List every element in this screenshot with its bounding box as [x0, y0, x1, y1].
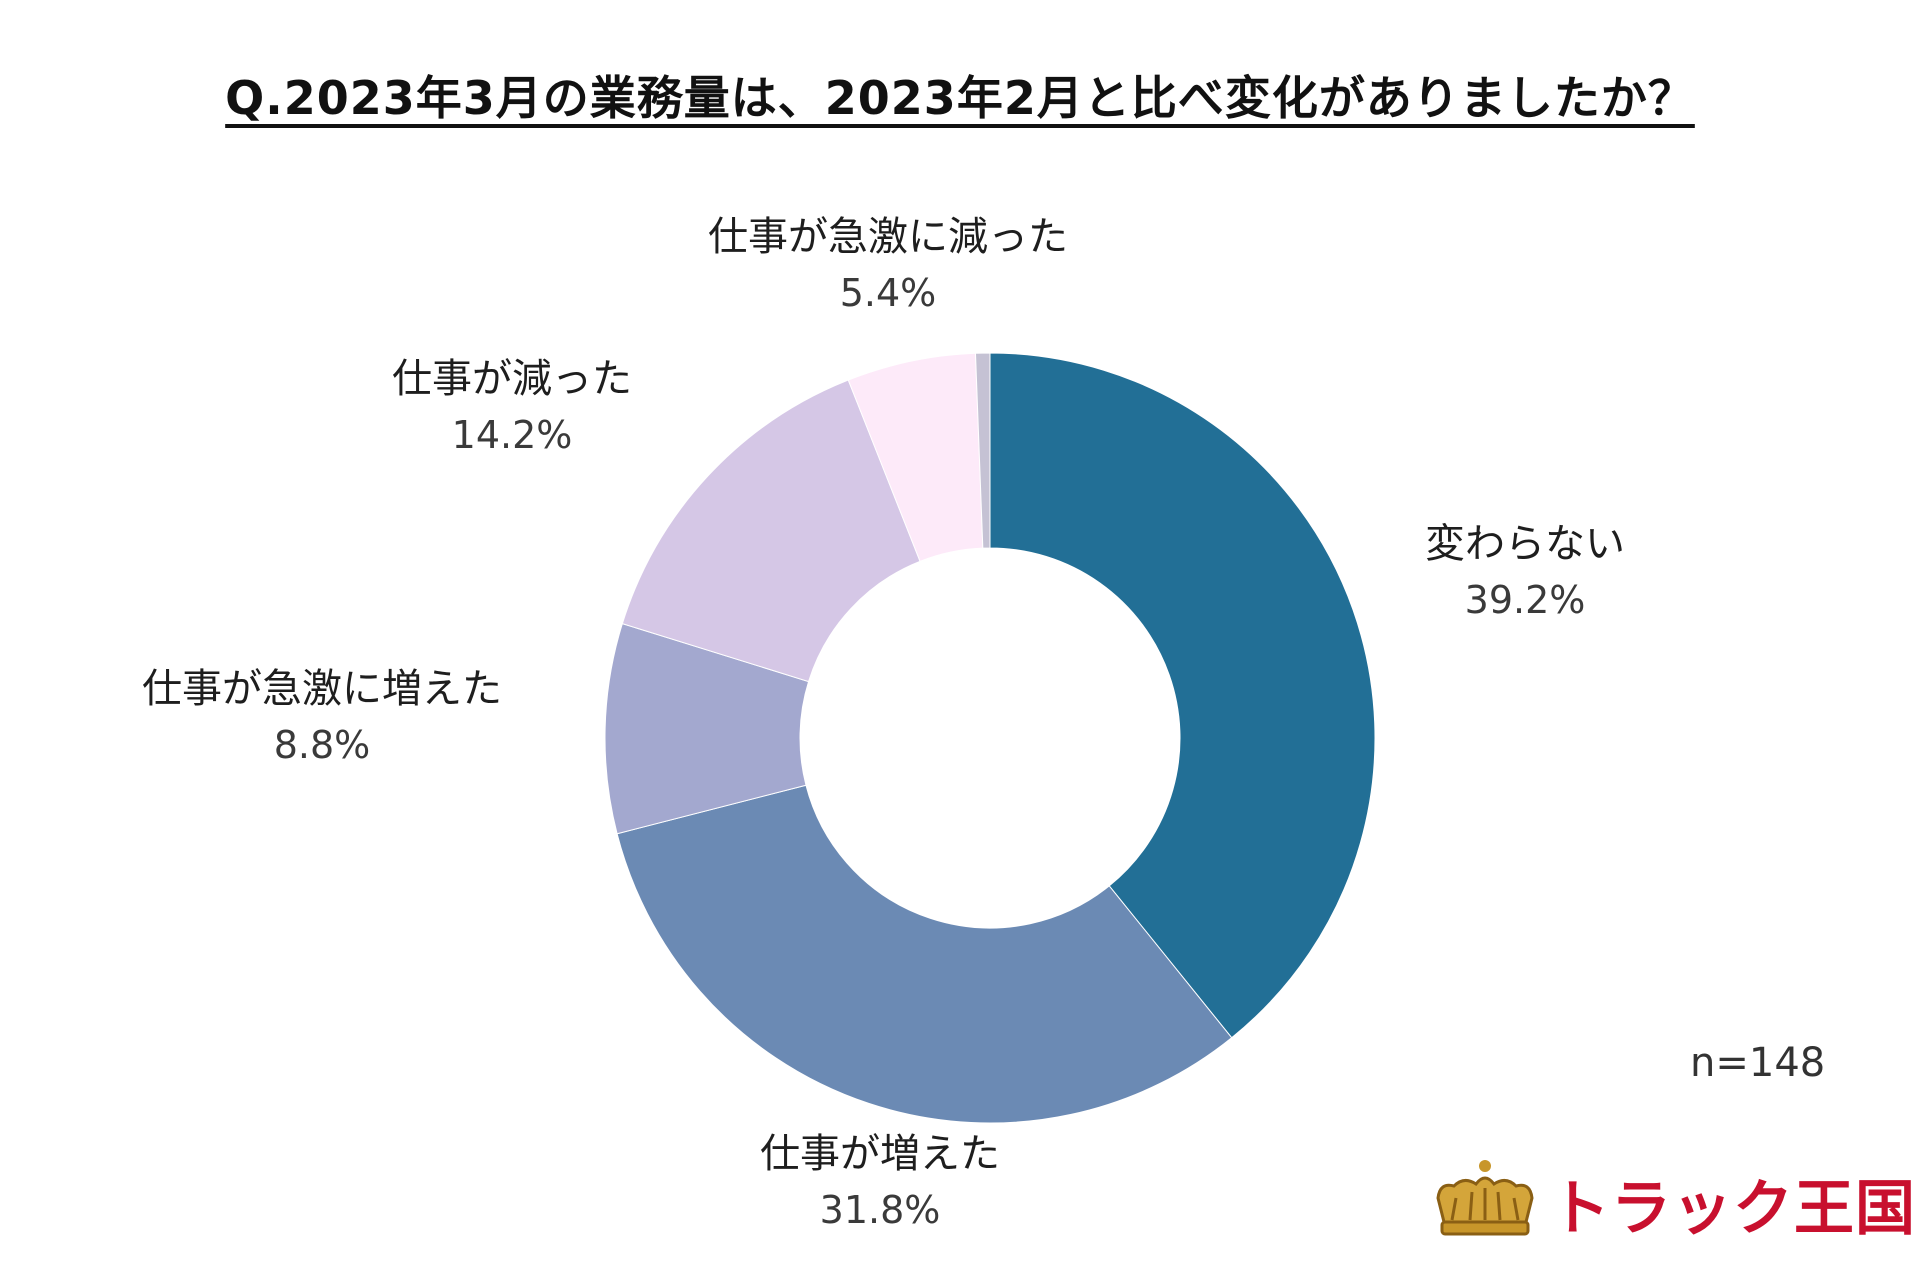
sample-size-note: n=148: [1690, 1040, 1826, 1086]
slice-label-name: 変わらない: [1425, 521, 1625, 567]
crown-icon: [1436, 1160, 1534, 1236]
donut-slice: [621, 379, 921, 683]
slice-label-value: 5.4%: [839, 271, 937, 315]
slice-label-increased: 仕事が増えた 31.8%: [650, 1125, 1110, 1238]
donut-slice: [989, 352, 1376, 1039]
slice-label-value: 39.2%: [1464, 578, 1586, 622]
brand-logo-text: トラック王国: [1550, 1174, 1916, 1244]
donut-slice: [974, 352, 991, 549]
chart-title: Q.2023年3月の業務量は、2023年2月と比べ変化がありましたか？: [0, 62, 1920, 128]
slice-label-name: 仕事が増えた: [760, 1131, 1000, 1177]
slice-label-sharply-increased: 仕事が急激に増えた 8.8%: [92, 660, 552, 773]
slice-label-unchanged: 変わらない 39.2%: [1295, 515, 1755, 628]
slice-label-name: 仕事が減った: [392, 356, 632, 402]
chart-title-text: Q.2023年3月の業務量は、2023年2月と比べ変化がありましたか？: [225, 71, 1695, 125]
slice-label-name: 仕事が急激に増えた: [142, 666, 502, 712]
slice-label-decreased: 仕事が減った 14.2%: [282, 350, 742, 463]
slice-label-value: 14.2%: [451, 413, 573, 457]
slice-label-name: 仕事が急激に減った: [708, 214, 1068, 260]
brand-logo: トラック王国: [1430, 1158, 1915, 1244]
slice-label-value: 31.8%: [819, 1188, 941, 1232]
slice-label-sharply-decreased: 仕事が急激に減った 5.4%: [658, 208, 1118, 321]
slice-label-value: 8.8%: [273, 723, 371, 767]
donut-slice: [616, 784, 1233, 1124]
